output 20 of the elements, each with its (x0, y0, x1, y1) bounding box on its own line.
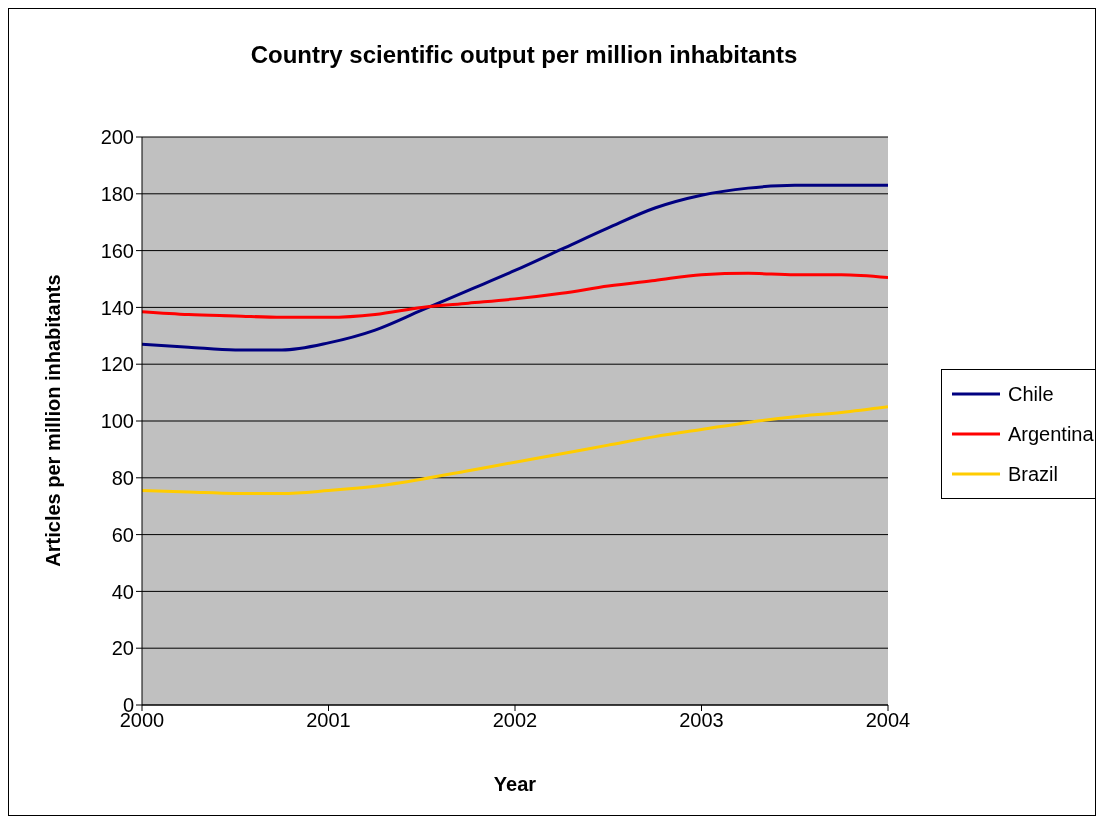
x-tick-label: 2002 (492, 709, 538, 732)
y-tick-label: 120 (100, 353, 134, 376)
legend-label: Chile (1008, 382, 1054, 406)
x-axis-title: Year (492, 773, 538, 796)
legend-label: Brazil (1008, 462, 1059, 486)
y-tick-label: 60 (111, 523, 134, 546)
y-tick-label: 140 (100, 296, 134, 319)
y-axis-title: Articles per million inhabitants (41, 273, 65, 569)
y-tick-label: 180 (100, 182, 134, 205)
y-tick-label: 200 (100, 126, 134, 149)
y-tick-label: 100 (100, 410, 134, 433)
x-tick-label: 2001 (306, 709, 351, 732)
y-tick-label: 160 (100, 239, 134, 262)
y-tick-label: 40 (111, 580, 134, 603)
x-tick-label: 2004 (865, 709, 911, 732)
chart-title: Country scientific output per million inhabitants (249, 41, 799, 69)
y-tick-label: 20 (111, 637, 134, 660)
x-tick-label: 2003 (679, 709, 724, 732)
y-tick-label: 80 (111, 466, 134, 489)
legend-label: Argentina (1008, 422, 1094, 446)
